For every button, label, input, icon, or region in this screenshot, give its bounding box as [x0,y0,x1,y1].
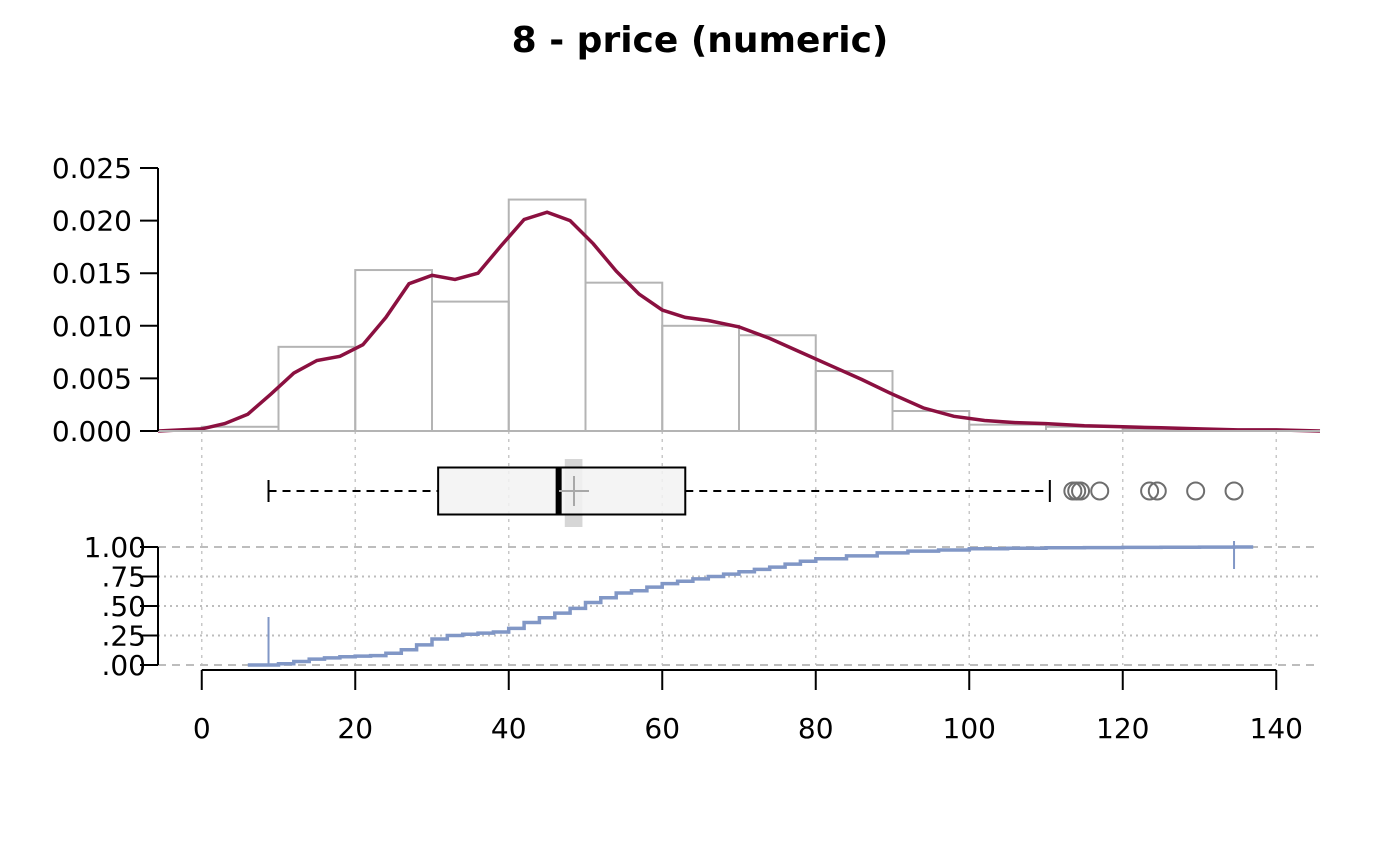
outlier-point-5 [1147,481,1167,501]
histogram-bar-8 [814,370,894,433]
outlier-point-1 [1067,481,1087,501]
ecdf-curve [247,545,1254,667]
histogram-bar-2 [354,269,433,432]
ecdf-y-tick-label: .25 [101,620,146,653]
ecdf-y-tick-label: .75 [101,561,146,594]
outlier-point-7 [1224,481,1244,501]
outlier-point-3 [1090,481,1110,501]
ecdf-y-ticks: .00.25.50.751.00 [84,531,158,682]
x-tick-label: 140 [1250,712,1303,745]
histogram-bar-3 [430,300,510,432]
x-tick-label: 60 [644,712,680,745]
x-tick-label: 100 [943,712,996,745]
chart-title: 8 - price (numeric) [512,20,889,61]
histogram-bar-7 [738,334,817,433]
outlier-point-4 [1140,481,1160,501]
histogram-y-tick-label: 0.000 [52,415,132,448]
histogram-bar-4 [507,198,587,432]
ecdf-y-tick-label: 1.00 [84,531,146,564]
ecdf-y-tick-label: .50 [101,590,146,623]
histogram-y-tick-label: 0.015 [52,257,132,290]
histogram-bar-6 [661,324,741,432]
x-tick-label: 20 [337,712,373,745]
x-axis-ticks: 0 20 40 60 80 100 120 140 [193,670,1303,745]
boxplot-mean-marker [558,476,589,506]
ecdf-gridlines [158,546,1320,666]
histogram-bar-9 [891,410,971,432]
boxplot [267,459,1244,527]
histogram-y-tick-label: 0.010 [52,310,132,343]
x-tick-label: 120 [1096,712,1149,745]
x-tick-label: 40 [491,712,527,745]
histogram-y-ticks: 0.000 0.005 0.010 0.015 0.020 0.025 [52,152,158,448]
outlier-point-6 [1186,481,1206,501]
histogram-y-tick-label: 0.020 [52,205,132,238]
histogram-y-tick-label: 0.025 [52,152,132,185]
vertical-gridlines [200,431,1278,665]
ecdf-y-tick-label: .00 [101,649,146,682]
x-tick-label: 0 [193,712,211,745]
histogram-bar-5 [584,281,664,432]
histogram-bins [200,198,1278,433]
boxplot-outliers [1063,481,1244,501]
density-curve [157,210,1321,433]
x-tick-label: 80 [798,712,834,745]
histogram-y-tick-label: 0.005 [52,362,132,395]
outlier-point-2 [1071,481,1091,501]
